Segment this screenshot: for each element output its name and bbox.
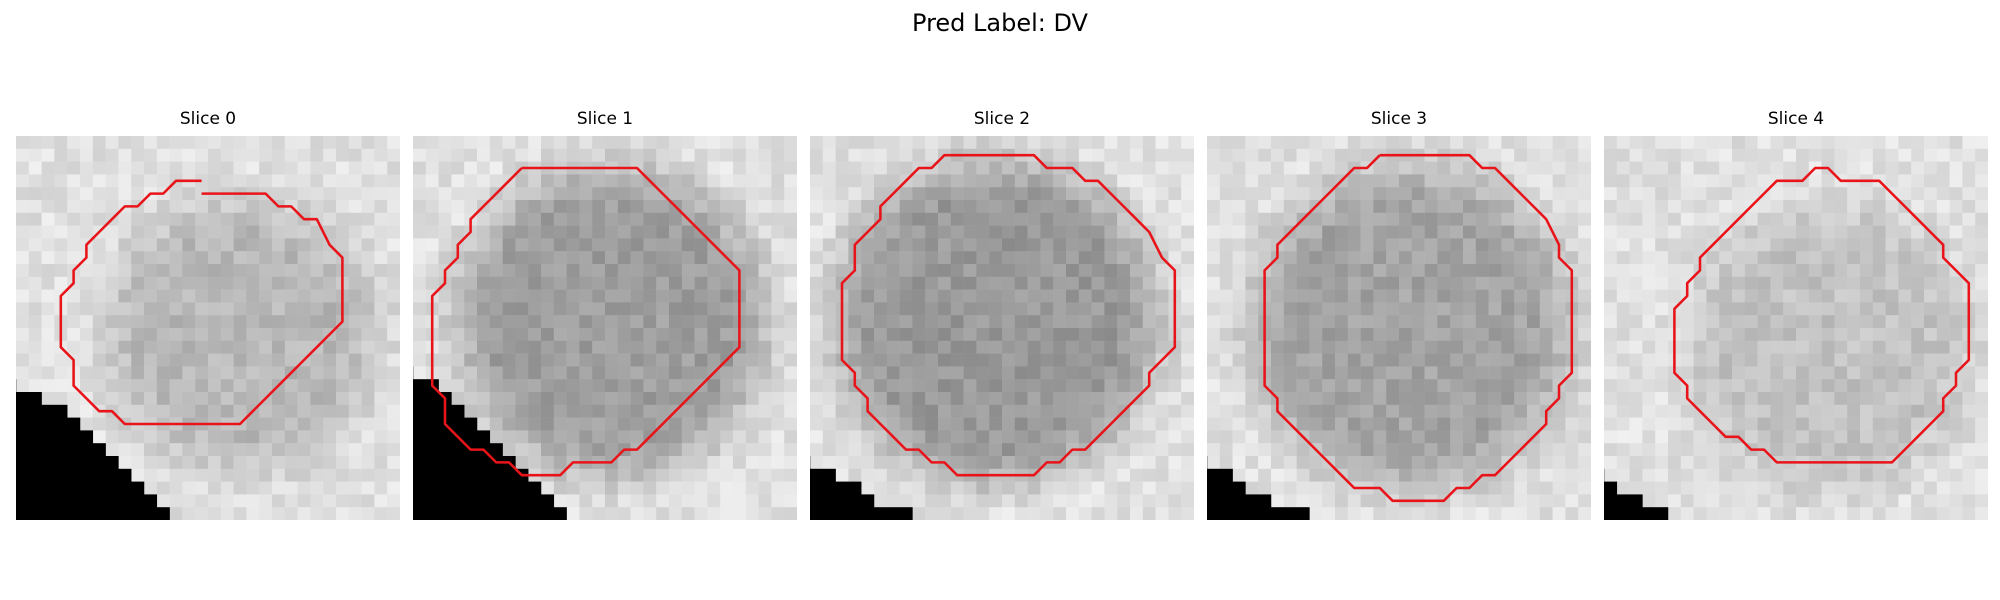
slice-panel-1: Slice 1: [413, 108, 797, 520]
prediction-contour: [59, 179, 344, 426]
slice-panel-0: Slice 0: [16, 108, 400, 520]
slice-image: [1604, 136, 1988, 520]
prediction-contour: [1673, 166, 1971, 464]
slice-title: Slice 2: [973, 109, 1031, 129]
pixel-grid: [16, 136, 400, 520]
slice-image: [16, 136, 400, 520]
slice-title: Slice 0: [179, 109, 237, 129]
prediction-contour: [430, 166, 741, 477]
slice-title: Slice 1: [576, 109, 634, 129]
pixel-grid: [1207, 136, 1591, 520]
background-mask: [1207, 456, 1310, 520]
slice-image: [810, 136, 1194, 520]
background-mask: [810, 456, 913, 520]
slice-title: Slice 4: [1767, 109, 1825, 129]
prediction-contour: [1263, 153, 1574, 503]
slice-image: [1207, 136, 1591, 520]
slice-panel-2: Slice 2: [810, 108, 1194, 520]
background-mask: [413, 366, 567, 520]
slice-panel-3: Slice 3: [1207, 108, 1591, 520]
pixel-grid: [810, 136, 1194, 520]
slice-title: Slice 3: [1370, 109, 1428, 129]
slice-panel-4: Slice 4: [1604, 108, 1988, 520]
background-mask: [16, 379, 170, 520]
figure-title: Pred Label: DV: [912, 9, 1088, 37]
slice-image: [413, 136, 797, 520]
prediction-contour: [840, 153, 1177, 477]
background-mask: [1604, 468, 1669, 520]
